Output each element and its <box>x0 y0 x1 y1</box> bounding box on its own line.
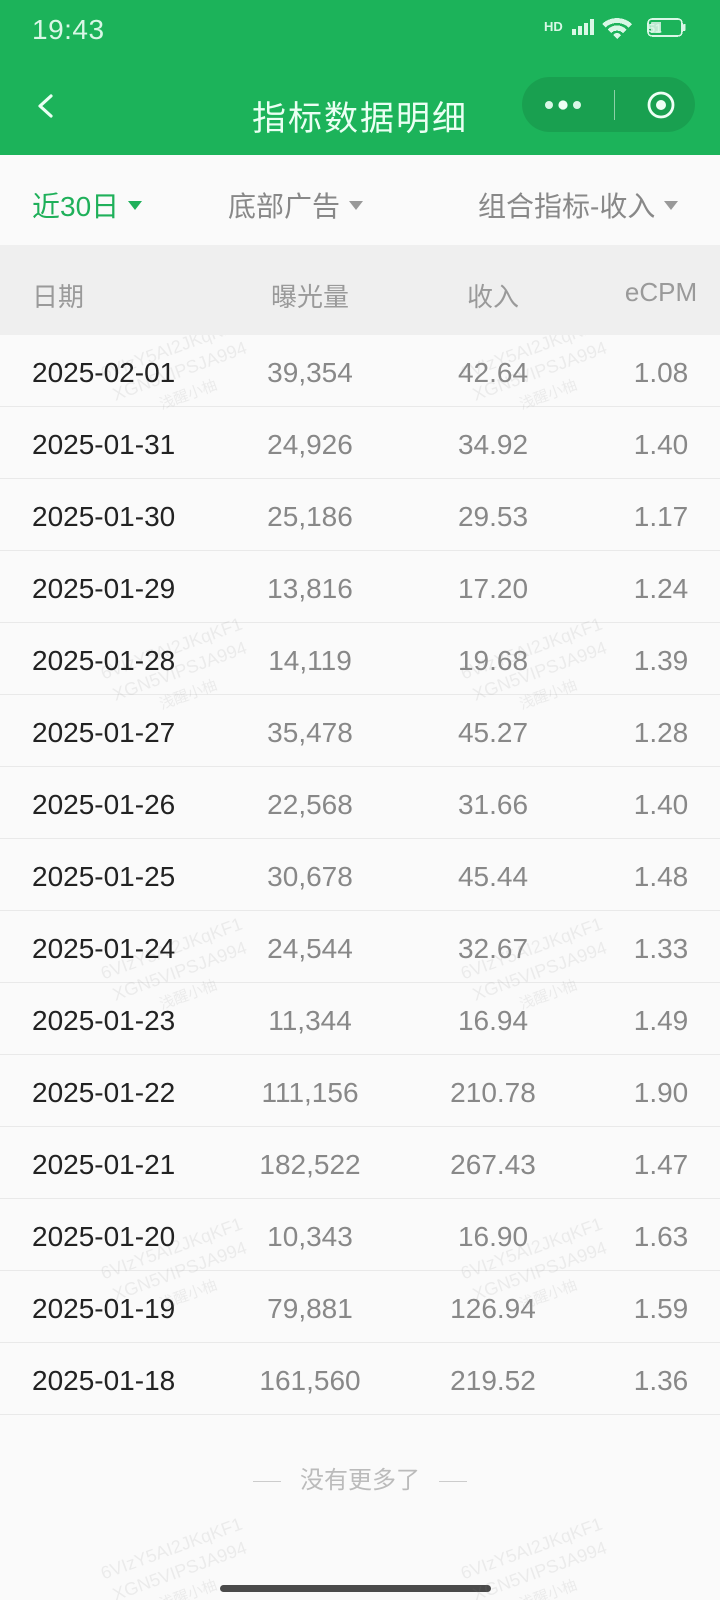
svg-text:51: 51 <box>648 22 662 36</box>
svg-text:HD: HD <box>544 19 563 34</box>
